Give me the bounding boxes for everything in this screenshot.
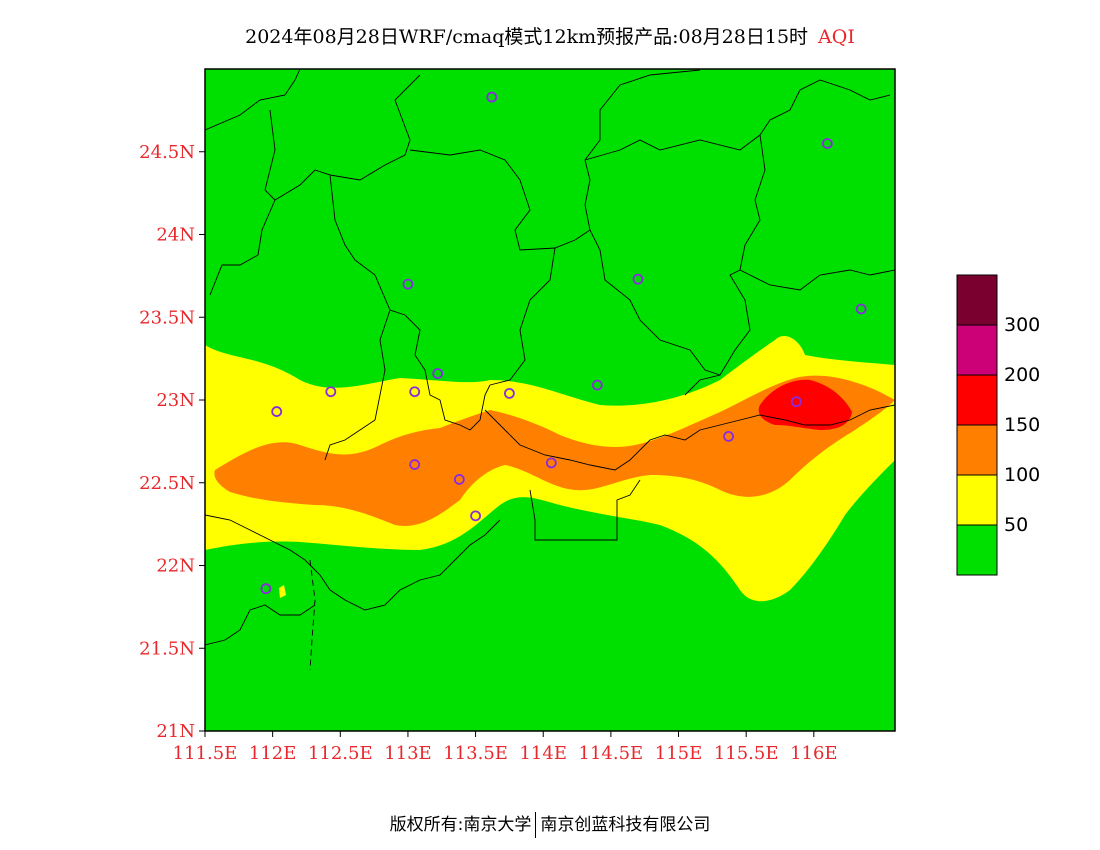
lat-tick-label: 21.5N [139, 638, 195, 659]
prefecture-boundary [589, 229, 721, 376]
aqi-spot-moderate-west [279, 585, 286, 598]
station-marker [409, 459, 421, 470]
station-marker [821, 138, 833, 149]
prefecture-boundary [404, 314, 491, 431]
footer-separator [535, 812, 537, 838]
map-title: 2024年08月28日WRF/cmaq模式12km预报产品:08月28日15时 A… [0, 22, 1100, 49]
prefecture-boundary [329, 74, 421, 181]
aqi-legend [956, 274, 998, 576]
legend-label-100: 100 [1004, 464, 1041, 486]
coastline [205, 514, 501, 611]
longitude-axis: 111.5E 112E 112.5E 113E 113.5E 114E 114.5E 115E… [173, 731, 838, 764]
lat-tick-label: 23.5N [139, 307, 195, 328]
lon-tick-label: 116E [790, 743, 838, 764]
station-marker [409, 386, 421, 398]
coastline [205, 604, 316, 646]
station-marker [271, 406, 283, 417]
lon-tick-label: 115.5E [714, 743, 779, 764]
legend-label-50: 50 [1004, 514, 1029, 536]
title-main: 2024年08月28日WRF/cmaq模式12km预报产品:08月28日15时 [245, 26, 809, 48]
lon-tick-label: 112.5E [308, 743, 373, 764]
prefecture-boundary [489, 247, 556, 386]
station-marker [545, 457, 557, 469]
aqi-band-unhealthy [758, 379, 852, 430]
station-marker [470, 510, 481, 522]
legend-label-300: 300 [1004, 314, 1041, 336]
station-markers [260, 91, 867, 595]
lon-tick-label: 113E [384, 743, 432, 764]
station-marker [591, 379, 603, 391]
lat-tick-label: 21N [156, 721, 195, 742]
station-marker [790, 396, 802, 408]
prefecture-boundary [324, 309, 391, 461]
station-marker [453, 474, 465, 485]
footer-company: 南京创蓝科技有限公司 [540, 815, 711, 835]
prefecture-boundary [209, 109, 276, 296]
prefecture-boundary [409, 149, 576, 251]
station-marker [260, 583, 272, 595]
aqi-field [205, 69, 895, 731]
map-boundaries [205, 69, 895, 671]
copyright-footer: 版权所有:南京大学 南京创蓝科技有限公司 [0, 810, 1100, 838]
coastline [309, 559, 316, 671]
legend-swatch-very-unhealthy [956, 324, 998, 376]
station-marker [632, 273, 644, 285]
station-marker [432, 368, 444, 379]
legend-label-200: 200 [1004, 364, 1041, 386]
prefecture-boundary [739, 269, 895, 291]
station-marker [855, 303, 867, 315]
legend-swatch-usg [956, 424, 998, 476]
latitude-axis: 24.5N 24N 23.5N 23N 22.5N 22N 21.5N 21N [139, 142, 205, 742]
station-marker [723, 431, 734, 442]
coastline [529, 479, 641, 541]
lat-tick-label: 22N [156, 556, 195, 577]
lon-tick-label: 115E [655, 743, 703, 764]
lat-tick-label: 23N [156, 390, 195, 411]
legend-swatch-hazardous [956, 274, 998, 326]
station-marker [504, 387, 515, 399]
station-marker [486, 91, 498, 103]
lon-tick-label: 114.5E [579, 743, 644, 764]
lon-tick-label: 111.5E [173, 743, 238, 764]
lat-tick-label: 22.5N [139, 473, 195, 494]
prefecture-boundary [574, 69, 701, 241]
footer-owner: 版权所有:南京大学 [389, 815, 532, 835]
prefecture-boundary [584, 79, 891, 161]
lat-tick-label: 24.5N [139, 142, 195, 163]
prefecture-boundary [274, 169, 406, 316]
station-marker [402, 278, 414, 290]
prefecture-boundary [484, 404, 895, 471]
lon-tick-label: 114E [519, 743, 567, 764]
station-marker [325, 386, 337, 398]
legend-label-150: 150 [1004, 414, 1041, 436]
lon-tick-label: 113.5E [443, 743, 508, 764]
prefecture-boundary [205, 69, 301, 131]
legend-swatch-good [956, 524, 998, 576]
lat-tick-label: 24N [156, 225, 195, 246]
legend-swatch-unhealthy [956, 374, 998, 426]
lon-tick-label: 112E [249, 743, 297, 764]
aqi-band-usg [214, 375, 895, 526]
legend-swatch-moderate [956, 474, 998, 526]
title-variable: AQI [818, 26, 855, 48]
